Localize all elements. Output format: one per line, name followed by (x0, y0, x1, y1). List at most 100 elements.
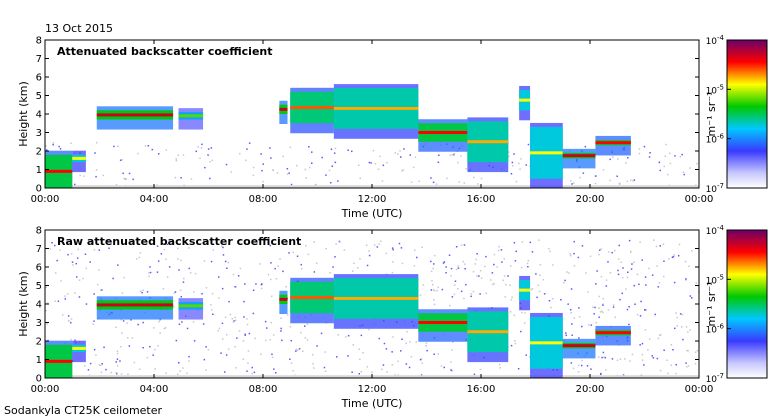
noise-pixel (392, 248, 394, 251)
noise-pixel (270, 295, 273, 298)
noise-pixel (325, 174, 327, 176)
noise-pixel (300, 268, 303, 270)
y-tick-label: 0 (36, 184, 42, 195)
noise-pixel (246, 318, 248, 320)
noise-pixel (271, 353, 273, 355)
noise-pixel (220, 245, 223, 247)
noise-pixel (331, 165, 333, 167)
cloud-layer-core (530, 341, 563, 345)
noise-pixel (569, 309, 572, 311)
noise-pixel (149, 266, 151, 268)
noise-pixel (339, 241, 341, 243)
noise-pixel (643, 364, 645, 366)
x-axis-label: Time (UTC) (341, 397, 403, 410)
noise-pixel (658, 282, 661, 284)
noise-pixel (526, 262, 529, 265)
noise-pixel (359, 258, 361, 260)
noise-pixel (302, 350, 304, 352)
noise-pixel (598, 316, 600, 318)
noise-pixel (598, 356, 600, 358)
noise-pixel (426, 349, 428, 352)
panel-title: Attenuated backscatter coefficient (57, 45, 273, 58)
noise-pixel (229, 313, 232, 316)
cloud-layer-core (595, 331, 631, 335)
noise-pixel (172, 305, 175, 308)
noise-pixel (431, 279, 433, 282)
noise-pixel (55, 272, 57, 274)
noise-pixel (305, 245, 307, 247)
cloud-layer (45, 150, 73, 188)
noise-pixel (168, 266, 171, 268)
noise-pixel (251, 366, 253, 369)
noise-pixel (75, 262, 77, 265)
noise-pixel (180, 259, 182, 262)
noise-pixel (290, 339, 292, 342)
noise-pixel (244, 283, 246, 285)
noise-pixel (272, 334, 275, 336)
noise-pixel (602, 298, 605, 300)
noise-pixel (542, 279, 545, 281)
noise-pixel (382, 364, 385, 366)
noise-pixel (295, 350, 297, 352)
y-tick-label: 4 (36, 300, 42, 311)
noise-pixel (288, 172, 290, 174)
noise-pixel (179, 370, 181, 372)
noise-pixel (414, 249, 416, 251)
noise-pixel (422, 284, 425, 286)
cloud-layer (530, 122, 563, 188)
noise-pixel (402, 169, 405, 171)
y-tick-label: 3 (36, 318, 42, 329)
noise-pixel (641, 342, 644, 345)
noise-pixel (248, 332, 251, 335)
noise-pixel (372, 149, 375, 152)
cloud-layer-core (467, 330, 509, 334)
noise-pixel (391, 247, 394, 249)
noise-pixel (251, 372, 253, 375)
noise-pixel (465, 283, 467, 286)
noise-pixel (410, 356, 413, 358)
noise-pixel (514, 342, 517, 345)
noise-pixel (45, 309, 47, 312)
noise-pixel (252, 166, 255, 169)
noise-pixel (186, 372, 188, 375)
noise-pixel (204, 166, 206, 169)
noise-pixel (239, 239, 241, 242)
noise-pixel (205, 287, 208, 289)
noise-pixel (465, 168, 467, 170)
noise-pixel (286, 314, 289, 316)
noise-pixel (226, 334, 228, 336)
noise-pixel (314, 184, 316, 186)
x-tick-label: 16:00 (467, 194, 496, 205)
noise-pixel (640, 300, 642, 303)
noise-pixel (247, 362, 249, 364)
noise-pixel (418, 180, 420, 182)
noise-pixel (47, 339, 49, 341)
noise-pixel (122, 320, 125, 322)
noise-pixel (641, 259, 643, 261)
cloud-layer-core (519, 98, 531, 102)
noise-pixel (253, 371, 256, 374)
noise-pixel (157, 260, 160, 262)
noise-pixel (478, 275, 480, 277)
noise-pixel (531, 251, 534, 253)
noise-pixel (221, 322, 224, 325)
noise-pixel (655, 245, 658, 248)
noise-pixel (246, 323, 249, 326)
noise-pixel (188, 247, 190, 249)
noise-pixel (560, 299, 562, 301)
noise-pixel (117, 264, 119, 266)
noise-pixel (419, 294, 422, 296)
noise-pixel (457, 265, 459, 267)
noise-pixel (67, 315, 70, 317)
noise-pixel (307, 253, 310, 256)
noise-pixel (538, 290, 541, 293)
noise-pixel (413, 265, 416, 267)
colorbar-label: m⁻¹ sr⁻¹ (705, 92, 718, 137)
noise-pixel (239, 152, 241, 155)
noise-pixel (527, 266, 529, 268)
noise-pixel (230, 171, 232, 173)
noise-pixel (617, 258, 620, 260)
cloud-layer-core (562, 344, 596, 348)
noise-pixel (520, 266, 523, 269)
noise-pixel (235, 286, 237, 288)
